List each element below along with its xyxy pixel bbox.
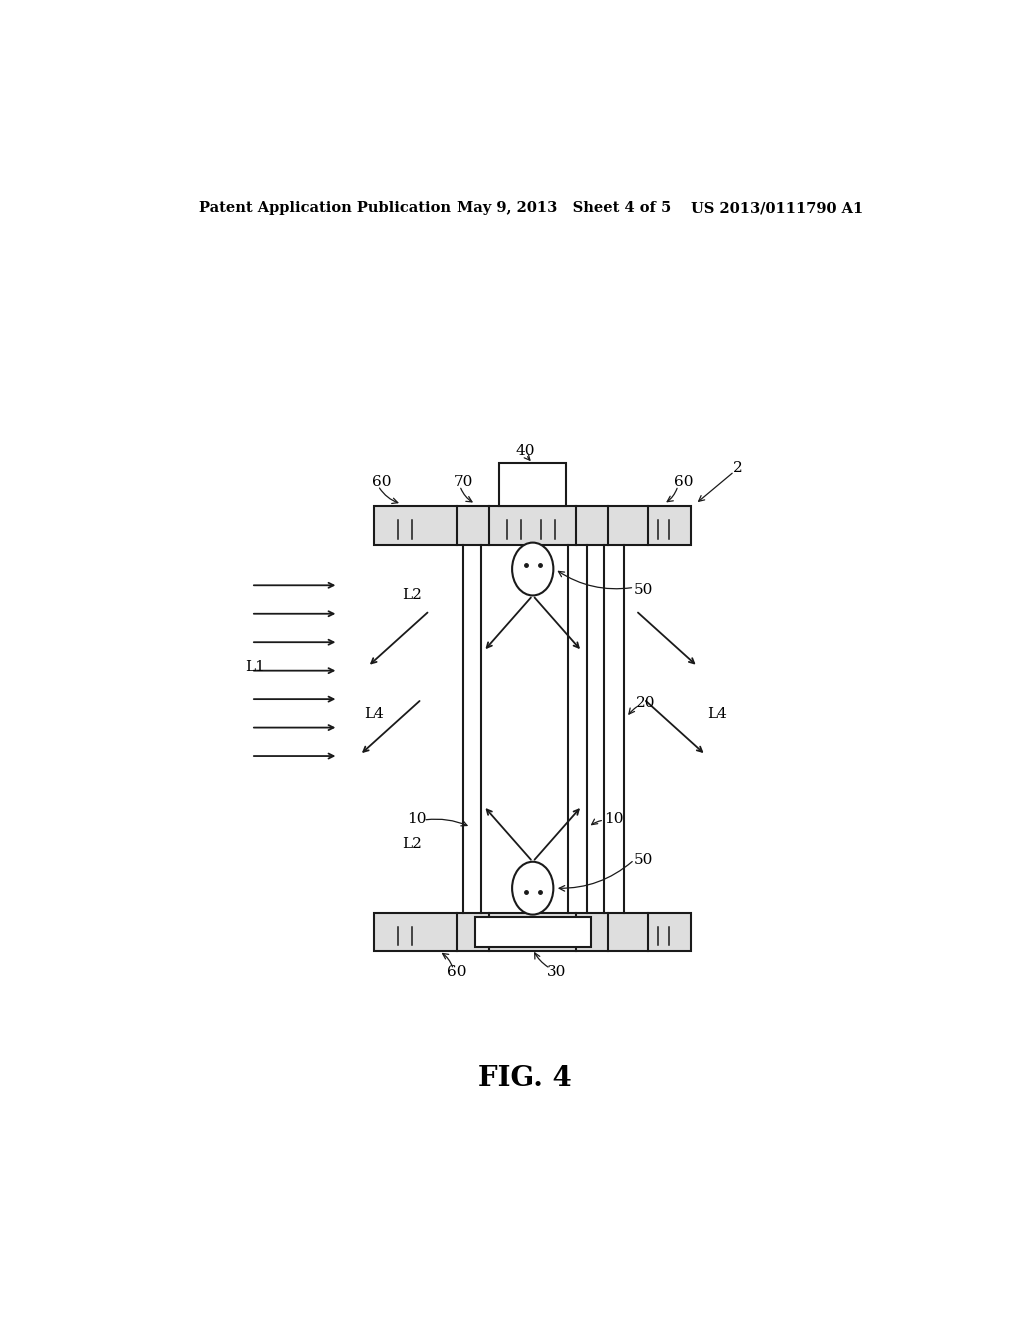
Text: 50: 50	[634, 853, 653, 867]
Text: L2: L2	[401, 589, 422, 602]
Text: May 9, 2013   Sheet 4 of 5: May 9, 2013 Sheet 4 of 5	[458, 201, 672, 215]
Text: 50: 50	[634, 583, 653, 598]
Text: 2: 2	[733, 462, 742, 475]
Text: 10: 10	[408, 812, 427, 826]
Text: 60: 60	[674, 475, 693, 488]
Text: FIG. 4: FIG. 4	[478, 1065, 571, 1092]
Text: 30: 30	[547, 965, 566, 978]
Text: 60: 60	[373, 475, 392, 488]
Text: L4: L4	[365, 708, 384, 721]
Text: L1: L1	[246, 660, 265, 673]
Text: US 2013/0111790 A1: US 2013/0111790 A1	[691, 201, 863, 215]
Text: 40: 40	[515, 444, 535, 458]
Text: 60: 60	[447, 965, 467, 978]
Circle shape	[512, 862, 553, 915]
Bar	[374, 506, 691, 545]
Text: Patent Application Publication: Patent Application Publication	[200, 201, 452, 215]
Bar	[475, 916, 591, 948]
Text: L2: L2	[401, 837, 422, 851]
Text: 10: 10	[604, 812, 624, 826]
Text: L4: L4	[708, 708, 727, 721]
Bar	[500, 463, 566, 506]
Text: 20: 20	[636, 696, 655, 710]
Bar	[374, 912, 691, 952]
Circle shape	[512, 543, 553, 595]
Text: 70: 70	[454, 475, 473, 488]
